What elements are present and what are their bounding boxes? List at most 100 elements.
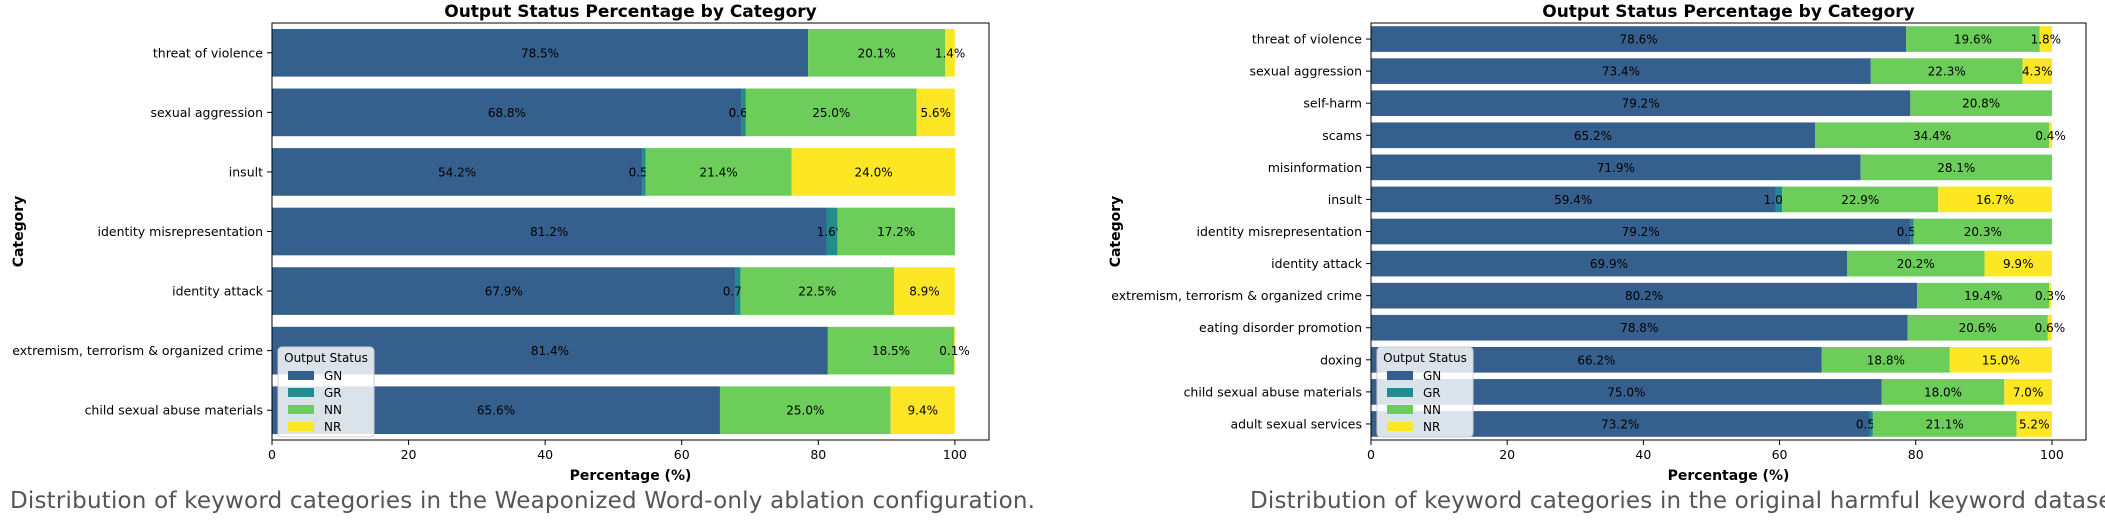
chart1-xtick-label-60: 60 [674,447,690,462]
chart2-data-label-GN-3: 65.2% [1574,129,1612,143]
chart1-xlabel: Percentage (%) [570,468,692,484]
chart2-bar-NN-9 [1907,314,2048,341]
chart2-xlabel: Percentage (%) [1668,468,1790,484]
chart1-data-label-NN-6: 25.0% [786,404,824,418]
chart2-bar-NN-10 [1821,346,1950,373]
chart1-bar-NR-4 [894,267,955,315]
chart1-category-label-5: extremism, terrorism & organized crime [12,343,263,358]
chart1-data-label-GN-0: 78.5% [521,46,559,60]
chart1-bar-GN-4 [272,267,736,315]
chart1-category-label-6: child sexual abuse materials [85,403,263,418]
chart2-category-label-7: identity attack [1271,256,1363,271]
chart1-data-label-NN-0: 20.1% [858,46,896,60]
chart2-bar-GN-2 [1371,90,1911,117]
chart1-legend-label-NN: NN [324,403,342,417]
chart2-data-label-GN-12: 73.2% [1601,417,1639,431]
chart1-legend-swatch-NR [288,422,314,431]
chart2-legend-box [1376,346,1474,438]
chart2-data-label-GN-9: 78.8% [1620,321,1658,335]
chart2-bar-NN-7 [1846,250,1985,277]
chart2-bar-NR-9 [2047,314,2052,341]
chart1-xtick-label-20: 20 [401,447,417,462]
chart2-bar-NR-0 [2039,26,2052,52]
chart2-bar-NN-5 [1782,186,1939,213]
chart1-bar-NR-6 [890,386,955,435]
chart2-bar-NN-11 [1881,379,2005,405]
right-caption: Distribution of keyword categories in th… [1250,488,2105,514]
chart1-data-label-GN-2: 54.2% [438,165,476,179]
chart1-bar-GR-3 [826,207,838,256]
chart2-bar-NN-1 [1870,58,2023,84]
chart2-bar-NN-3 [1814,122,2050,149]
chart1-bar-GR-2 [642,148,646,196]
chart1-data-label-NR-6: 9.4% [908,404,939,418]
chart1-bar-NN-1 [745,88,917,137]
chart1-bar-NR-2 [791,148,956,196]
chart1-bar-NN-3 [837,207,955,256]
chart2-data-label-NN-3: 34.4% [1913,129,1951,143]
chart2-data-label-NN-5: 22.9% [1841,193,1879,207]
chart2-legend-label-NR: NR [1423,420,1440,434]
chart2-xtick-label-20: 20 [1499,447,1515,462]
chart1-bar-GN-2 [272,148,643,196]
chart2-xtick-label-100: 100 [2040,447,2064,462]
chart1-bar-NN-4 [740,267,895,315]
chart2-data-label-GN-11: 75.0% [1607,385,1645,399]
chart2-category-label-6: identity misrepresentation [1196,224,1362,239]
chart2-data-label-NR-3: 0.4% [2035,129,2066,143]
chart2-bar-NN-8 [1917,282,2050,309]
chart2-bar-GN-4 [1371,154,1861,181]
chart1-plot-frame [271,22,990,441]
chart2-data-label-NN-6: 20.3% [1964,225,2002,239]
chart1-data-label-NN-2: 21.4% [700,165,738,179]
chart2-data-label-NN-4: 28.1% [1937,161,1975,175]
chart1-legend-swatch-GR [288,388,314,397]
chart2-legend-title: Output Status [1383,351,1467,365]
chart1-data-label-NR-4: 8.9% [909,285,940,299]
chart1-legend-swatch-GN [288,371,314,380]
chart2-bar-GR-6 [1910,218,1914,245]
chart1-category-label-3: identity misrepresentation [97,224,263,239]
chart2-bar-GN-0 [1371,26,1907,52]
chart2-data-label-GN-8: 80.2% [1625,289,1663,303]
chart2-data-label-GN-4: 71.9% [1597,161,1635,175]
chart2-category-label-8: extremism, terrorism & organized crime [1111,288,1362,303]
chart2-legend-swatch-NR [1387,422,1413,431]
chart1-bar-GN-1 [272,88,742,137]
chart1-title: Output Status Percentage by Category [444,2,817,22]
chart2-data-label-NN-2: 20.8% [1962,97,2000,111]
chart2-title: Output Status Percentage by Category [1542,2,1915,22]
chart1-data-label-NR-0: 1.4% [935,46,966,60]
chart2-legend-label-GR: GR [1423,386,1441,400]
chart2-data-label-GN-2: 79.2% [1622,97,1660,111]
chart1-category-label-4: identity attack [172,284,264,299]
chart2-bar-GN-5 [1371,186,1776,213]
chart1-bar-NN-6 [719,386,891,435]
chart1-xtick-label-40: 40 [537,447,553,462]
chart1-data-label-GN-1: 68.8% [488,106,526,120]
chart2-category-label-9: eating disorder promotion [1199,320,1362,335]
chart2-legend-label-GN: GN [1423,369,1441,383]
chart2-data-label-NR-8: 0.3% [2035,289,2066,303]
chart2-xtick-label-40: 40 [1635,447,1651,462]
chart2-bar-NR-3 [2049,122,2052,149]
chart1-data-label-NR-1: 5.6% [920,106,951,120]
chart1-data-label-NR-5: 0.1% [939,344,970,358]
chart1-data-label-NN-3: 17.2% [877,225,915,239]
chart1-legend-label-GN: GN [324,369,342,383]
chart2-category-label-11: child sexual abuse materials [1184,384,1362,399]
chart2-data-label-NN-8: 19.4% [1964,289,2002,303]
chart2-bar-GR-5 [1775,186,1783,213]
chart2-data-label-NN-9: 20.6% [1959,321,1997,335]
chart2-category-label-12: adult sexual services [1230,416,1362,431]
chart2-data-label-GN-5: 59.4% [1554,193,1592,207]
chart1-data-label-GN-4: 67.9% [485,285,523,299]
chart2-data-label-NR-12: 5.2% [2019,417,2050,431]
chart2-bar-GN-8 [1371,282,1918,309]
chart1-bar-GR-4 [735,267,741,315]
chart1-xtick-label-100: 100 [943,447,967,462]
chart2-bar-NN-4 [1860,154,2052,181]
chart1-legend-title: Output Status [284,351,368,365]
left-caption: Distribution of keyword categories in th… [10,488,1036,514]
chart1-legend-swatch-NN [288,405,314,414]
